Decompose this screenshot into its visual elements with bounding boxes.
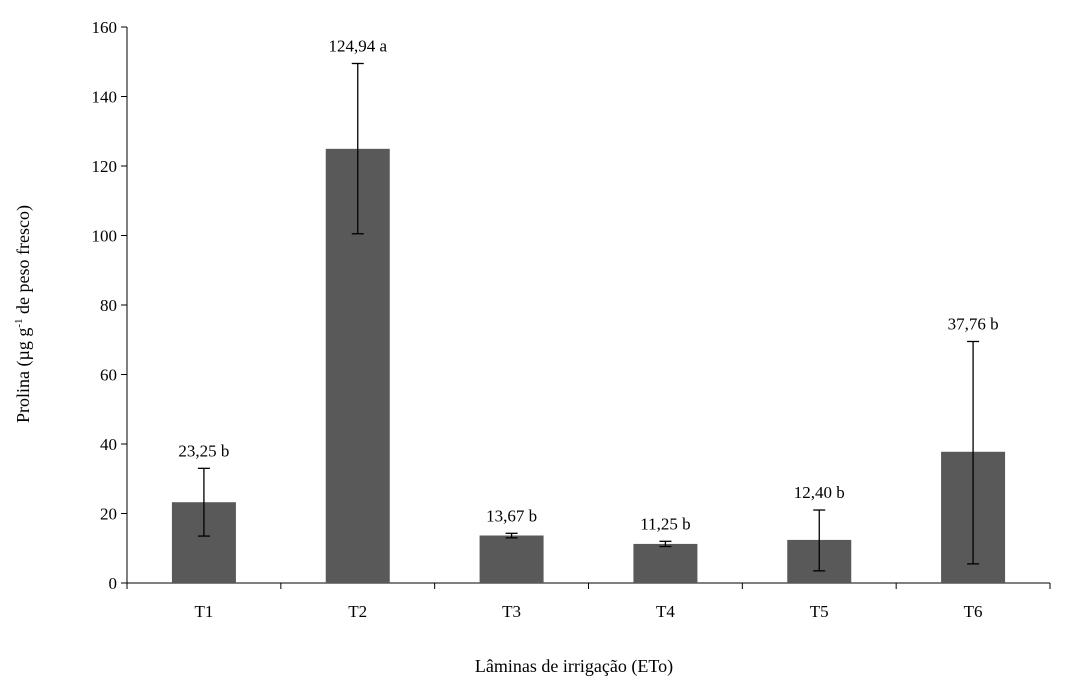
bar-t4 <box>633 543 698 583</box>
y-axis: 0 20 40 60 80 100 120 140 160 <box>92 18 128 593</box>
x-axis-title: Lâminas de irrigação (ETo) <box>475 656 673 677</box>
data-label-t4: 11,25 b <box>640 514 690 533</box>
error-bars <box>197 62 980 572</box>
y-tick-label: 100 <box>92 227 118 246</box>
data-label-t2: 124,94 a <box>328 36 387 55</box>
x-tick-label: T1 <box>194 602 213 621</box>
y-axis-title-part-1: Prolina (µg g <box>13 328 34 423</box>
y-tick-label: 140 <box>92 88 118 107</box>
y-tick-label: 0 <box>109 574 118 593</box>
x-tick-label: T3 <box>502 602 521 621</box>
data-labels: 23,25 b 124,94 a 13,67 b 11,25 b 12,40 b 37,7… <box>178 36 998 533</box>
data-label-t1: 23,25 b <box>178 441 229 460</box>
y-tick-label: 20 <box>100 505 117 524</box>
y-axis-title-superscript: -1 <box>13 318 25 327</box>
x-tick-label: T2 <box>348 602 367 621</box>
y-tick-label: 80 <box>100 296 117 315</box>
y-tick-label: 60 <box>100 366 117 385</box>
bar-t3 <box>479 535 544 583</box>
data-label-t6: 37,76 b <box>948 314 999 333</box>
y-tick-label: 120 <box>92 157 118 176</box>
y-axis-title: Prolina (µg g-1 de peso fresco) <box>13 205 34 423</box>
bars <box>171 148 1006 583</box>
x-axis: T1 T2 T3 T4 T5 T6 <box>126 582 1051 621</box>
x-tick-label: T5 <box>810 602 829 621</box>
x-tick-label: T4 <box>656 602 675 621</box>
x-tick-label: T6 <box>964 602 983 621</box>
data-label-t5: 12,40 b <box>794 483 845 502</box>
y-axis-title-part-2: de peso fresco) <box>13 205 34 318</box>
y-tick-label: 160 <box>92 18 118 37</box>
y-tick-label: 40 <box>100 435 117 454</box>
data-label-t3: 13,67 b <box>486 506 537 525</box>
